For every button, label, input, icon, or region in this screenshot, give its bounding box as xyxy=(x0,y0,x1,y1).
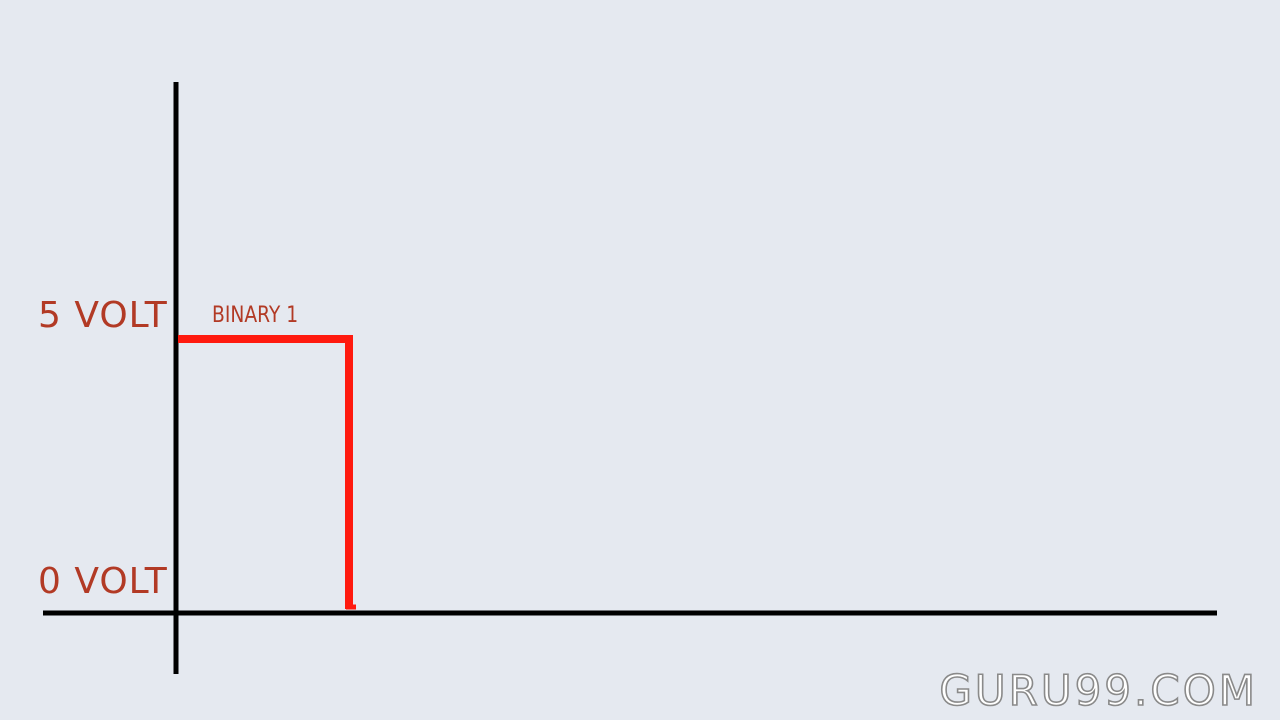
zero-volt-label: 0 VOLT xyxy=(38,561,168,602)
watermark: GURU99.COM xyxy=(939,666,1258,715)
binary-one-label: BINARY 1 xyxy=(212,303,299,328)
five-volt-label: 5 VOLT xyxy=(38,295,168,336)
